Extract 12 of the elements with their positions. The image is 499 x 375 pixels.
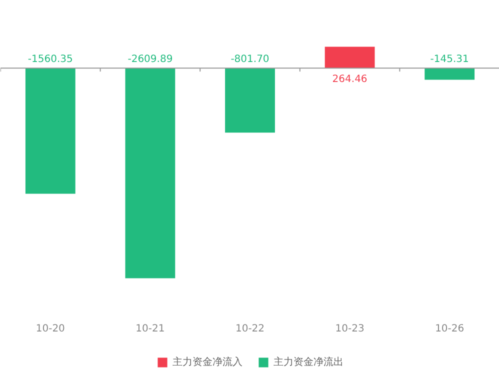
data-label: -2609.89 — [128, 54, 173, 66]
x-tick-label: 10-23 — [335, 324, 364, 335]
x-tick-label: 10-20 — [36, 324, 65, 335]
data-label: -801.70 — [230, 54, 270, 66]
x-tick-label: 10-21 — [136, 324, 165, 335]
data-label: -1560.35 — [28, 54, 73, 66]
x-tick-label: 10-22 — [235, 324, 265, 335]
legend-label: 主力资金净流入 — [172, 356, 242, 369]
data-label: -145.31 — [430, 54, 469, 66]
x-tick-label: 10-26 — [435, 324, 464, 335]
data-label: 264.46 — [332, 74, 368, 86]
legend-label: 主力资金净流出 — [274, 356, 344, 369]
